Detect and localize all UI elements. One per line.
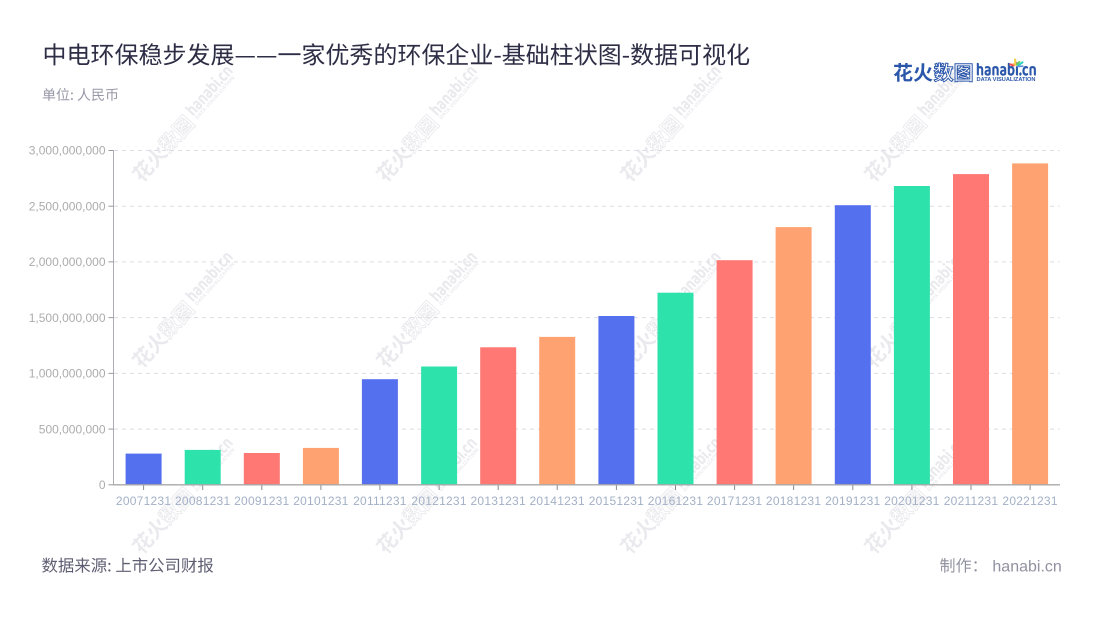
svg-text:20211231: 20211231: [944, 494, 999, 508]
svg-text:20191231: 20191231: [825, 494, 880, 508]
svg-text:20151231: 20151231: [589, 494, 644, 508]
svg-text:DATA VISUALIZATION: DATA VISUALIZATION: [977, 77, 1036, 83]
svg-text:20181231: 20181231: [766, 494, 821, 508]
svg-text:20081231: 20081231: [175, 494, 230, 508]
svg-text:20091231: 20091231: [234, 494, 289, 508]
svg-text:2,000,000,000: 2,000,000,000: [29, 255, 106, 269]
svg-text:3,000,000,000: 3,000,000,000: [29, 144, 106, 158]
svg-text:20071231: 20071231: [116, 494, 171, 508]
svg-text:0: 0: [99, 478, 106, 492]
svg-text:500,000,000: 500,000,000: [39, 422, 106, 436]
svg-text:20161231: 20161231: [648, 494, 703, 508]
svg-text:20101231: 20101231: [293, 494, 348, 508]
svg-text:20111231: 20111231: [353, 494, 407, 508]
svg-text:20171231: 20171231: [707, 494, 762, 508]
svg-text:20201231: 20201231: [884, 494, 939, 508]
svg-text:1,500,000,000: 1,500,000,000: [29, 311, 106, 325]
svg-text:hanabi.cn: hanabi.cn: [992, 558, 1061, 575]
svg-text:20221231: 20221231: [1002, 494, 1057, 508]
svg-text:2,500,000,000: 2,500,000,000: [29, 199, 106, 213]
svg-text:1,000,000,000: 1,000,000,000: [29, 367, 106, 381]
svg-text:20141231: 20141231: [530, 494, 585, 508]
svg-text:20131231: 20131231: [471, 494, 526, 508]
svg-text:20121231: 20121231: [411, 494, 466, 508]
